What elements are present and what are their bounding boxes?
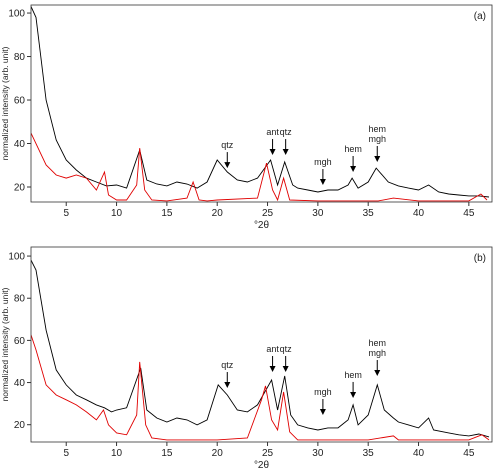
annotation-label: mgh — [314, 157, 332, 167]
series-line — [31, 259, 490, 438]
y-tick-label: 20 — [14, 182, 26, 193]
x-tick-label: 15 — [161, 208, 173, 219]
x-tick-label: 10 — [111, 448, 123, 459]
x-tick-label: 45 — [463, 448, 475, 459]
y-axis-label: normalized intensity (arb. unit) — [0, 46, 10, 160]
x-tick-label: 30 — [312, 208, 324, 219]
x-axis-label: °2θ — [254, 460, 270, 471]
series-line — [31, 334, 490, 441]
x-tick-label: 5 — [63, 208, 69, 219]
annotation-label: qtz — [221, 360, 234, 370]
x-tick-label: 20 — [212, 208, 224, 219]
series-line — [31, 132, 488, 202]
annotation-label: ant — [266, 344, 279, 354]
y-tick-label: 100 — [8, 252, 25, 263]
x-tick-label: 45 — [463, 208, 475, 219]
annotation-label: hem — [344, 370, 362, 380]
arrow-head — [282, 366, 289, 373]
annotation-label: mgh — [368, 134, 386, 144]
panel-label: (b) — [474, 253, 486, 264]
x-tick-label: 25 — [262, 448, 274, 459]
y-tick-label: 40 — [14, 378, 26, 389]
y-tick-label: 60 — [14, 96, 26, 107]
x-tick-label: 20 — [212, 448, 224, 459]
y-tick-label: 80 — [14, 294, 26, 305]
x-tick-label: 40 — [413, 208, 425, 219]
annotation-label: qtz — [221, 140, 234, 150]
annotation-label: ant — [266, 127, 279, 137]
arrow-head — [350, 165, 357, 172]
annotation-label: hem — [368, 338, 386, 348]
arrow-head — [374, 370, 381, 377]
y-tick-label: 60 — [14, 336, 26, 347]
x-tick-label: 5 — [63, 448, 69, 459]
plot-frame — [30, 246, 493, 443]
x-tick-label: 15 — [161, 448, 173, 459]
x-tick-label: 25 — [262, 208, 274, 219]
arrow-head — [224, 162, 231, 169]
x-tick-label: 35 — [363, 448, 375, 459]
arrow-head — [319, 409, 326, 416]
x-tick-label: 10 — [111, 208, 123, 219]
series-line — [31, 6, 490, 198]
arrow-head — [269, 366, 276, 373]
x-tick-label: 30 — [312, 448, 324, 459]
x-tick-label: 40 — [413, 448, 425, 459]
y-axis-label: normalized intensity (arb. unit) — [0, 287, 10, 401]
arrow-head — [319, 179, 326, 186]
annotation-label: mgh — [314, 387, 332, 397]
annotation-label: mgh — [368, 348, 386, 358]
y-tick-label: 100 — [8, 9, 25, 20]
arrow-head — [269, 149, 276, 156]
arrow-head — [350, 391, 357, 398]
plot-frame — [30, 4, 493, 203]
x-tick-label: 35 — [363, 208, 375, 219]
annotation-label: qtz — [280, 127, 293, 137]
y-tick-label: 40 — [14, 139, 26, 150]
arrow-head — [224, 382, 231, 389]
y-tick-label: 20 — [14, 420, 26, 431]
annotation-label: hem — [368, 124, 386, 134]
x-axis-label: °2θ — [254, 220, 270, 231]
panel-label: (a) — [474, 11, 486, 22]
arrow-head — [374, 155, 381, 162]
annotation-label: hem — [344, 144, 362, 154]
arrow-head — [282, 149, 289, 156]
y-tick-label: 80 — [14, 52, 26, 63]
annotation-label: qtz — [280, 344, 293, 354]
